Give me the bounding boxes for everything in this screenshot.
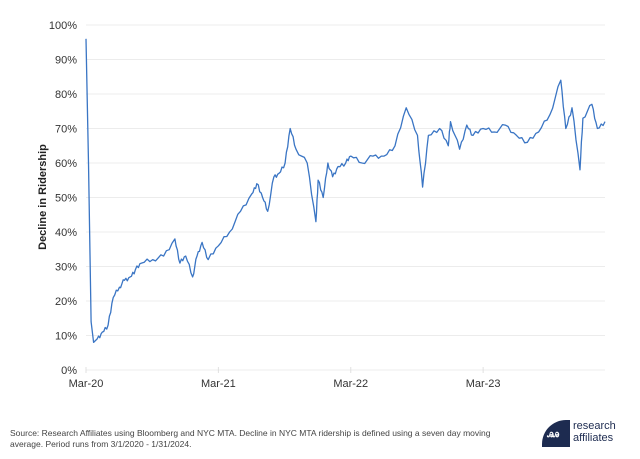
research-affiliates-logo: ꭿꭿ research affiliates bbox=[542, 418, 632, 448]
x-tick-label: Mar-23 bbox=[466, 378, 501, 390]
y-tick-label: 50% bbox=[55, 193, 77, 205]
y-axis-ticks: 0% 10% 20% 30% 40% 50% 60% 70% 80% 90% 100% bbox=[49, 20, 77, 377]
gridlines bbox=[85, 24, 605, 373]
y-tick-label: 90% bbox=[55, 55, 77, 67]
line-chart: 0% 10% 20% 30% 40% 50% 60% 70% 80% 90% 100% Mar-20… bbox=[37, 20, 606, 390]
y-tick-label: 60% bbox=[55, 158, 77, 170]
y-tick-label: 100% bbox=[49, 20, 77, 32]
x-tick-label: Mar-22 bbox=[333, 378, 368, 390]
x-axis-ticks: Mar-20 Mar-21 Mar-22 Mar-23 bbox=[69, 378, 501, 390]
logo-text: research affiliates bbox=[573, 420, 616, 444]
source-line-1: Source: Research Affiliates using Bloomb… bbox=[10, 428, 491, 438]
y-tick-label: 0% bbox=[61, 365, 77, 377]
y-tick-label: 80% bbox=[55, 89, 77, 101]
y-axis-label: Decline in Ridership bbox=[37, 144, 49, 250]
y-tick-label: 70% bbox=[55, 124, 77, 136]
ridership-decline-line bbox=[85, 38, 606, 344]
y-tick-label: 20% bbox=[55, 296, 77, 308]
y-tick-label: 30% bbox=[55, 262, 77, 274]
x-tick-label: Mar-20 bbox=[69, 378, 104, 390]
y-tick-label: 40% bbox=[55, 227, 77, 239]
x-tick-label: Mar-21 bbox=[201, 378, 236, 390]
y-tick-label: 10% bbox=[55, 331, 77, 343]
source-line-2: average. Period runs from 3/1/2020 - 1/3… bbox=[10, 439, 192, 449]
source-note: Source: Research Affiliates using Bloomb… bbox=[10, 428, 510, 450]
logo-mark-icon: ꭿꭿ bbox=[542, 420, 570, 447]
